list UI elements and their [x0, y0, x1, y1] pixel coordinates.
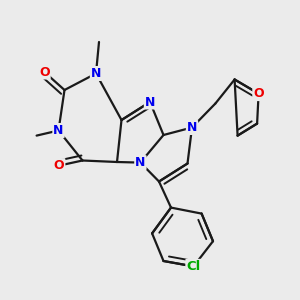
Text: N: N	[135, 156, 146, 169]
Text: O: O	[39, 65, 50, 79]
Text: N: N	[145, 95, 155, 109]
Text: O: O	[253, 87, 264, 100]
Text: Cl: Cl	[186, 260, 201, 273]
Text: N: N	[91, 67, 101, 80]
Text: N: N	[187, 121, 197, 134]
Text: O: O	[54, 159, 64, 172]
Text: N: N	[53, 124, 64, 137]
